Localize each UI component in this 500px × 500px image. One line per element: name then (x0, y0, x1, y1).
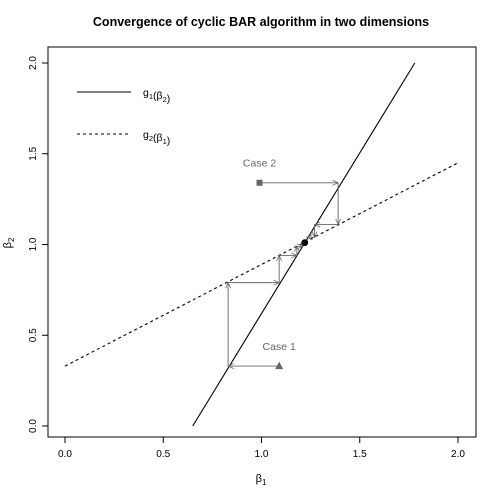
y-tick-label: 2.0 (28, 56, 39, 70)
x-axis-label: β1 (256, 473, 267, 487)
x-tick-label: 0.0 (58, 449, 72, 460)
start-marker-triangle (275, 361, 284, 370)
y-axis-label: β2 (2, 238, 16, 249)
y-tick-label: 1.5 (28, 146, 39, 160)
annotation-label: Case 1 (263, 341, 296, 353)
annotation-label: Case 2 (243, 157, 276, 169)
fixed-point-marker (301, 239, 309, 247)
chart-title: Convergence of cyclic BAR algorithm in t… (93, 15, 429, 29)
legend-label-2: g2(β1) (143, 129, 170, 147)
x-tick-label: 1.0 (255, 449, 269, 460)
x-tick-label: 1.5 (353, 449, 367, 460)
y-tick-label: 0.0 (28, 419, 39, 433)
y-tick-label: 0.5 (28, 328, 39, 342)
x-tick-label: 0.5 (156, 449, 170, 460)
legend-label-1: g1(β2) (143, 87, 170, 105)
start-marker-square (256, 179, 263, 186)
plot-layer: 0.0 0.5 1.0 1.5 2.0 0.0 0.5 1.0 1.5 2.0 β1 β2 g1(β2)… (2, 56, 465, 487)
plot-frame (47, 46, 477, 438)
x-tick-label: 2.0 (451, 449, 465, 460)
series-line-2 (64, 162, 459, 367)
y-tick-label: 1.0 (28, 237, 39, 251)
